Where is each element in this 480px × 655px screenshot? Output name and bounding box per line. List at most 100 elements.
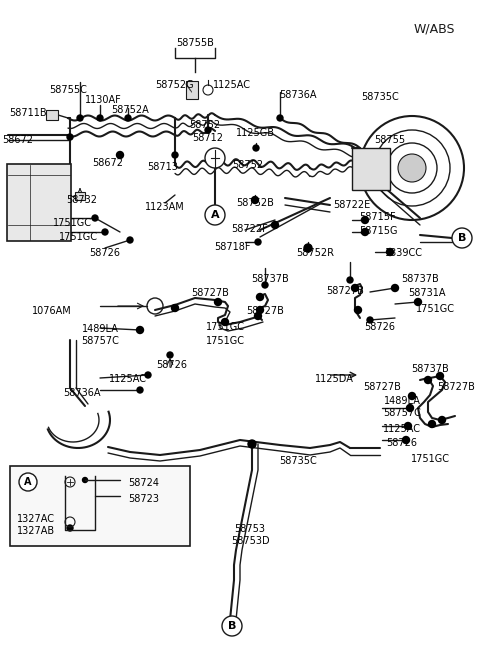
Circle shape: [262, 282, 268, 288]
Circle shape: [429, 421, 435, 428]
Circle shape: [125, 115, 131, 121]
Text: 1125AC: 1125AC: [383, 424, 421, 434]
Circle shape: [254, 312, 262, 320]
Text: 1327AB: 1327AB: [17, 526, 55, 536]
Text: 58737B: 58737B: [411, 364, 449, 374]
Circle shape: [256, 307, 264, 314]
Text: 58727B: 58727B: [246, 306, 284, 316]
Circle shape: [439, 417, 445, 424]
Text: 58755B: 58755B: [176, 38, 214, 48]
Circle shape: [351, 284, 359, 291]
Text: 58752G: 58752G: [156, 80, 194, 90]
Circle shape: [19, 473, 37, 491]
Circle shape: [255, 239, 261, 245]
Text: 1751GC: 1751GC: [205, 322, 244, 332]
Circle shape: [407, 405, 413, 411]
Text: 1751GC: 1751GC: [410, 454, 449, 464]
Text: 1327AC: 1327AC: [17, 514, 55, 524]
Text: 58737B: 58737B: [401, 274, 439, 284]
Bar: [352, 148, 390, 190]
Text: 58715F: 58715F: [360, 212, 396, 222]
Text: 1123AM: 1123AM: [145, 202, 185, 212]
Text: 1489LA: 1489LA: [82, 324, 119, 334]
Text: 1125DA: 1125DA: [314, 374, 353, 384]
Text: 58755C: 58755C: [49, 85, 87, 95]
Text: B: B: [228, 621, 236, 631]
Circle shape: [405, 422, 411, 430]
Text: 1751GC: 1751GC: [52, 218, 92, 228]
Circle shape: [137, 387, 143, 393]
Circle shape: [256, 293, 264, 301]
Circle shape: [77, 115, 83, 121]
Text: 58752B: 58752B: [236, 198, 274, 208]
Circle shape: [172, 152, 178, 158]
Text: 58727B: 58727B: [191, 288, 229, 298]
Circle shape: [215, 299, 221, 305]
Circle shape: [304, 244, 312, 252]
Text: A: A: [24, 477, 32, 487]
Circle shape: [97, 115, 103, 121]
Text: B: B: [458, 233, 466, 243]
FancyBboxPatch shape: [7, 164, 71, 241]
Text: 1125AC: 1125AC: [109, 374, 147, 384]
Circle shape: [136, 326, 144, 333]
Text: 58711B: 58711B: [9, 108, 47, 118]
Circle shape: [367, 317, 373, 323]
Circle shape: [403, 436, 409, 443]
Bar: [75, 192, 85, 200]
Circle shape: [205, 148, 225, 168]
Text: A: A: [211, 210, 219, 220]
Text: W/ABS: W/ABS: [413, 22, 455, 35]
Circle shape: [361, 229, 369, 236]
Text: 58727B: 58727B: [326, 286, 364, 296]
Bar: [46, 110, 58, 120]
Circle shape: [221, 318, 228, 326]
Circle shape: [222, 616, 242, 636]
Text: 58735C: 58735C: [361, 92, 399, 102]
Circle shape: [92, 215, 98, 221]
Circle shape: [248, 440, 256, 448]
Circle shape: [386, 248, 394, 255]
Text: 58727B: 58727B: [437, 382, 475, 392]
Text: 1339CC: 1339CC: [385, 248, 423, 258]
Text: 58752A: 58752A: [111, 105, 149, 115]
Circle shape: [253, 145, 259, 151]
Bar: [186, 81, 198, 99]
Text: 58735C: 58735C: [279, 456, 317, 466]
Circle shape: [171, 305, 179, 312]
Text: 58752: 58752: [232, 160, 264, 170]
Text: 58715G: 58715G: [359, 226, 397, 236]
Text: 58723: 58723: [128, 494, 159, 504]
Text: 58753: 58753: [235, 524, 265, 534]
Text: 1751GC: 1751GC: [205, 336, 244, 346]
Text: 58722F: 58722F: [232, 224, 268, 234]
Circle shape: [452, 228, 472, 248]
Text: 58722E: 58722E: [334, 200, 371, 210]
Text: 1125GB: 1125GB: [236, 128, 275, 138]
Text: 1130AF: 1130AF: [84, 95, 121, 105]
Circle shape: [252, 196, 259, 204]
Text: 58672: 58672: [93, 158, 123, 168]
Text: 58752: 58752: [190, 120, 221, 130]
Text: 58726: 58726: [156, 360, 188, 370]
Text: 58753D: 58753D: [231, 536, 269, 546]
Text: 58718F: 58718F: [214, 242, 250, 252]
Circle shape: [392, 284, 398, 291]
Circle shape: [277, 115, 283, 121]
Text: 58737B: 58737B: [251, 274, 289, 284]
Text: 1751GC: 1751GC: [59, 232, 97, 242]
Circle shape: [436, 373, 444, 379]
Circle shape: [347, 277, 353, 283]
Circle shape: [415, 299, 421, 305]
Circle shape: [272, 221, 278, 229]
Circle shape: [127, 237, 133, 243]
Text: 58724: 58724: [128, 478, 159, 488]
Text: 58736A: 58736A: [63, 388, 101, 398]
Circle shape: [117, 151, 123, 159]
Text: 58727B: 58727B: [363, 382, 401, 392]
Circle shape: [83, 477, 87, 483]
Bar: [10, 466, 190, 546]
Circle shape: [205, 127, 211, 133]
Circle shape: [145, 372, 151, 378]
Text: 1076AM: 1076AM: [32, 306, 72, 316]
